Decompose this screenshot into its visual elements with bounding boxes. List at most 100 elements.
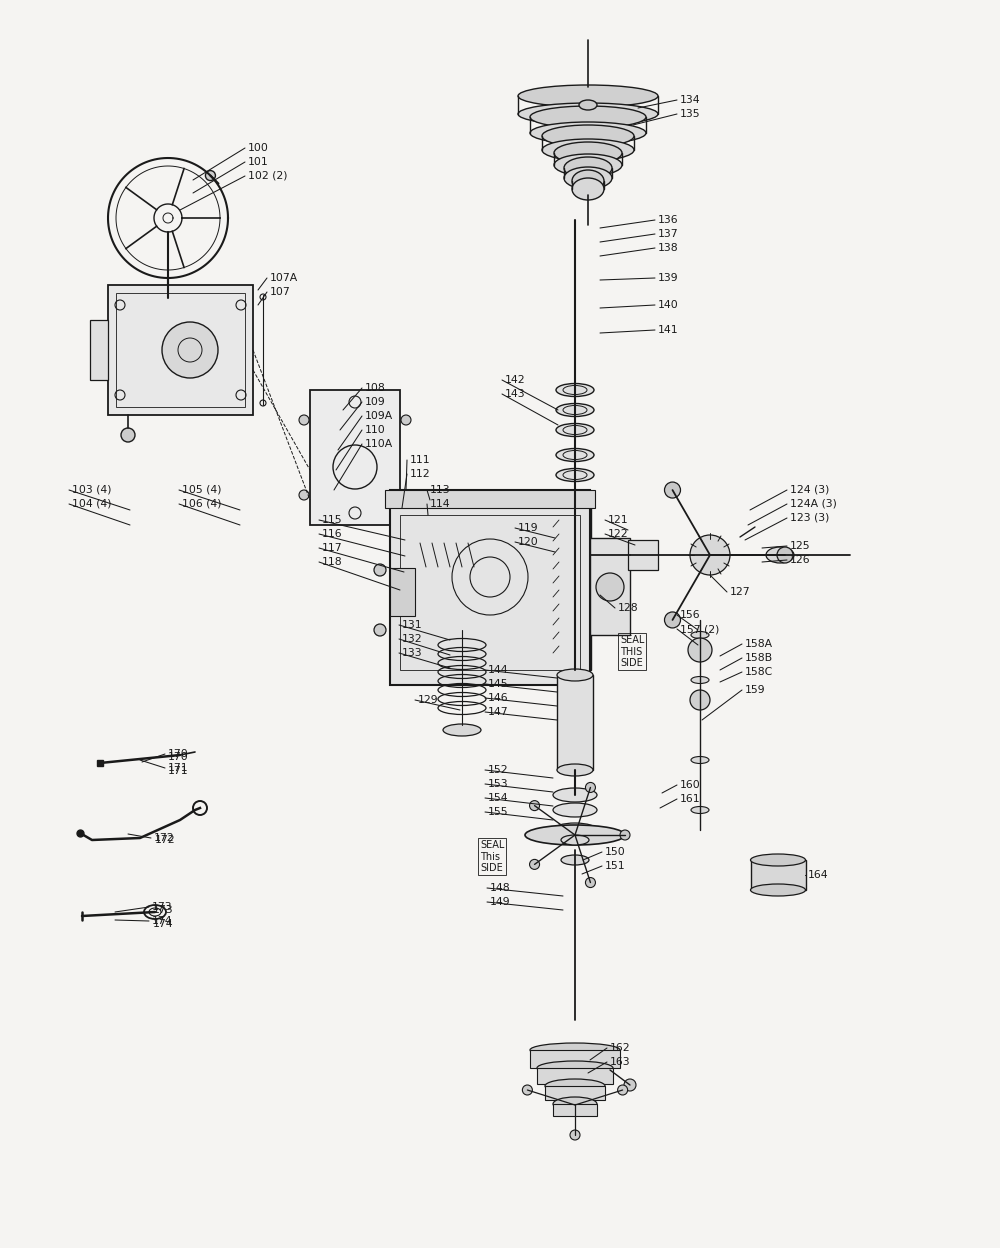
Ellipse shape <box>556 493 594 507</box>
Bar <box>545 1086 605 1099</box>
Text: 141: 141 <box>658 324 679 334</box>
Ellipse shape <box>545 1080 605 1093</box>
Ellipse shape <box>525 825 625 845</box>
Text: 107: 107 <box>270 287 291 297</box>
Text: 121: 121 <box>608 515 629 525</box>
Circle shape <box>585 877 595 887</box>
Ellipse shape <box>530 122 646 144</box>
Circle shape <box>690 535 730 575</box>
Text: 133: 133 <box>402 648 423 658</box>
Ellipse shape <box>530 106 646 129</box>
Text: 170: 170 <box>168 749 189 759</box>
Bar <box>108 285 253 416</box>
Ellipse shape <box>556 448 594 462</box>
Text: 129: 129 <box>418 695 439 705</box>
Text: 144: 144 <box>488 665 509 675</box>
Bar <box>537 1068 613 1085</box>
Bar <box>310 389 400 525</box>
Bar <box>116 293 245 407</box>
Ellipse shape <box>537 1061 613 1075</box>
Text: 127: 127 <box>730 587 751 597</box>
Circle shape <box>121 428 135 442</box>
Ellipse shape <box>530 1043 620 1057</box>
Text: 103 (4): 103 (4) <box>72 485 112 495</box>
Ellipse shape <box>553 787 597 802</box>
Bar <box>530 1050 620 1068</box>
Text: 124A (3): 124A (3) <box>790 499 837 509</box>
Text: 106 (4): 106 (4) <box>182 499 222 509</box>
Circle shape <box>570 1129 580 1139</box>
Text: 158A: 158A <box>745 639 773 649</box>
Text: 110: 110 <box>365 426 386 436</box>
Circle shape <box>162 322 218 378</box>
Text: 157 (2): 157 (2) <box>680 624 719 634</box>
Text: 140: 140 <box>658 300 679 310</box>
Ellipse shape <box>691 806 709 814</box>
Text: 109: 109 <box>365 397 386 407</box>
Text: 171: 171 <box>168 766 189 776</box>
Circle shape <box>596 573 624 602</box>
Bar <box>628 540 658 570</box>
Text: 138: 138 <box>658 243 679 253</box>
Bar <box>553 1104 597 1116</box>
Circle shape <box>530 801 540 811</box>
Bar <box>590 538 630 635</box>
Text: 137: 137 <box>658 228 679 240</box>
Text: 104 (4): 104 (4) <box>72 499 112 509</box>
Ellipse shape <box>542 139 634 161</box>
Text: 160: 160 <box>680 780 701 790</box>
Circle shape <box>585 782 595 792</box>
Text: 128: 128 <box>618 603 639 613</box>
Text: 139: 139 <box>658 273 679 283</box>
Text: 152: 152 <box>488 765 509 775</box>
Text: 118: 118 <box>322 557 343 567</box>
Bar <box>90 319 108 379</box>
Ellipse shape <box>561 855 589 865</box>
Text: 161: 161 <box>680 794 701 804</box>
Ellipse shape <box>553 1097 597 1111</box>
Text: 171: 171 <box>168 763 189 773</box>
Text: 116: 116 <box>322 529 343 539</box>
Text: 135: 135 <box>680 109 701 119</box>
Text: 163: 163 <box>610 1057 631 1067</box>
Text: SEAL
This
SIDE: SEAL This SIDE <box>480 840 504 874</box>
Ellipse shape <box>561 835 589 845</box>
Bar <box>751 860 806 890</box>
Text: 120: 120 <box>518 537 539 547</box>
Circle shape <box>374 564 386 577</box>
Ellipse shape <box>691 631 709 639</box>
Text: 101: 101 <box>248 157 269 167</box>
Ellipse shape <box>556 383 594 397</box>
Text: 105 (4): 105 (4) <box>182 485 222 495</box>
Text: 155: 155 <box>488 807 509 817</box>
Bar <box>385 490 595 508</box>
Circle shape <box>624 1080 636 1091</box>
Text: 159: 159 <box>745 685 766 695</box>
Text: 117: 117 <box>322 543 343 553</box>
Circle shape <box>620 830 630 840</box>
Text: 146: 146 <box>488 693 509 703</box>
Bar <box>557 675 593 770</box>
Text: 172: 172 <box>155 835 176 845</box>
Text: 149: 149 <box>490 897 511 907</box>
Ellipse shape <box>557 764 593 776</box>
Text: 108: 108 <box>365 383 386 393</box>
Ellipse shape <box>556 403 594 417</box>
Text: 109A: 109A <box>365 411 393 421</box>
Ellipse shape <box>542 125 634 147</box>
Circle shape <box>530 860 540 870</box>
Circle shape <box>522 1085 532 1094</box>
Text: 143: 143 <box>505 389 526 399</box>
Text: SEAL
THIS
SIDE: SEAL THIS SIDE <box>620 635 644 668</box>
Circle shape <box>664 612 680 628</box>
Ellipse shape <box>691 756 709 764</box>
Text: 164: 164 <box>808 870 829 880</box>
Text: 126: 126 <box>790 555 811 565</box>
Text: 142: 142 <box>505 374 526 384</box>
Ellipse shape <box>750 854 806 866</box>
Text: 112: 112 <box>410 469 431 479</box>
Text: 102 (2): 102 (2) <box>248 171 288 181</box>
Text: 107A: 107A <box>270 273 298 283</box>
Circle shape <box>618 1085 628 1094</box>
Ellipse shape <box>564 157 612 178</box>
